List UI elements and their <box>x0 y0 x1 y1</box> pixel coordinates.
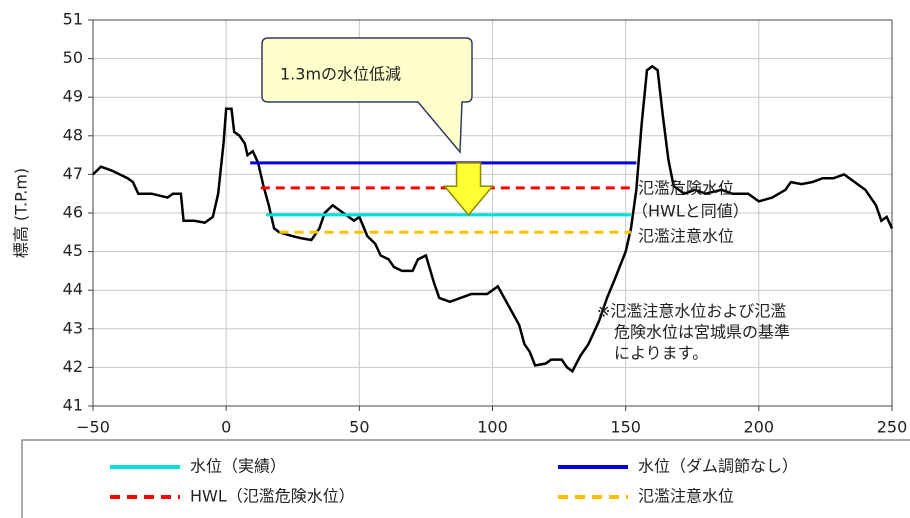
callout <box>261 37 473 154</box>
note: によります。 <box>614 344 708 363</box>
annotation: 氾濫危険水位 <box>638 179 734 198</box>
y-tick-label: 46 <box>63 203 83 222</box>
annotation: （HWLと同値） <box>632 202 749 221</box>
x-tick-label: 50 <box>349 418 369 437</box>
y-tick-label: 49 <box>63 87 83 106</box>
y-axis-label: 標高 (T.P.m) <box>12 168 31 258</box>
x-tick-label: 0 <box>221 418 231 437</box>
legend-label: HWL（氾濫危険水位） <box>190 487 355 506</box>
callout-text: 1.3mの水位低減 <box>280 65 401 84</box>
x-tick-label: 200 <box>744 418 775 437</box>
x-tick-label: 250 <box>877 418 908 437</box>
x-tick-label: 150 <box>610 418 641 437</box>
y-tick-label: 44 <box>63 280 83 299</box>
y-tick-label: 45 <box>63 241 83 260</box>
ground-profile <box>92 64 894 374</box>
note: ※氾濫注意水位および氾濫 <box>597 302 786 321</box>
legend-label: 氾濫注意水位 <box>638 487 734 506</box>
y-tick-label: 50 <box>63 48 83 67</box>
y-tick-label: 41 <box>63 396 83 415</box>
y-tick-label: 51 <box>63 10 83 29</box>
legend-label: 水位（実績） <box>190 457 286 476</box>
reduction-arrow <box>442 162 495 217</box>
note: 危険水位は宮城県の基準 <box>614 323 790 342</box>
legend-label: 水位（ダム調節なし） <box>638 457 798 476</box>
annotation: 氾濫注意水位 <box>638 227 734 246</box>
y-tick-label: 42 <box>63 357 83 376</box>
legend-box <box>21 439 910 518</box>
x-tick-label: −50 <box>76 418 110 437</box>
y-tick-label: 48 <box>63 125 83 144</box>
y-tick-label: 47 <box>63 164 83 183</box>
plot-frame <box>92 19 893 407</box>
x-tick-label: 100 <box>477 418 508 437</box>
y-tick-label: 43 <box>63 318 83 337</box>
